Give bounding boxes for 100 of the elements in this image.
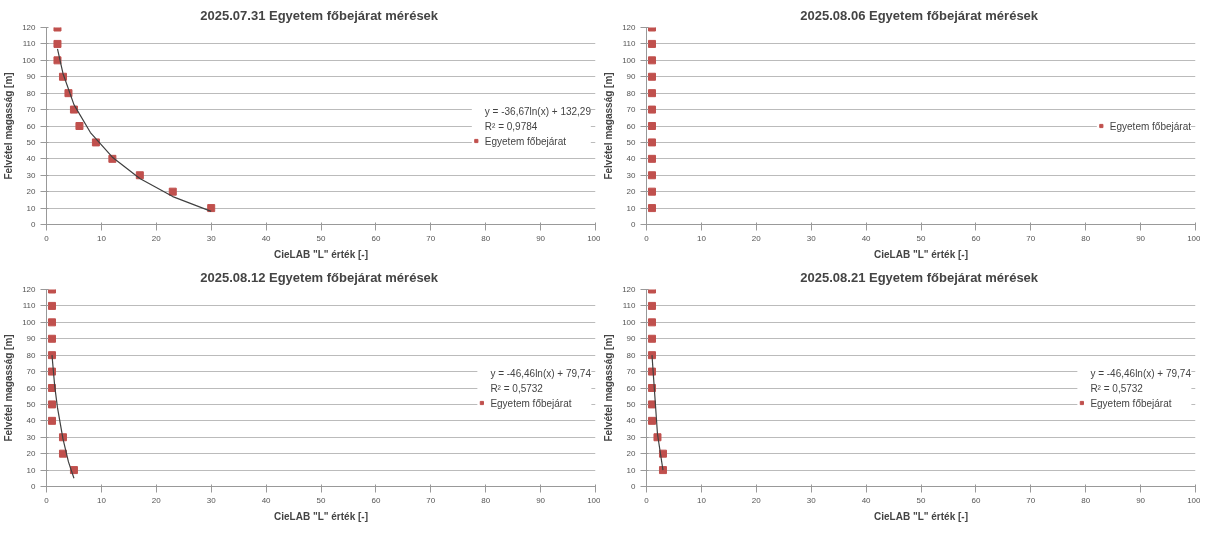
point (647, 56, 656, 65)
y-tick-label: 80 (26, 350, 37, 360)
y-tick-label: 10 (626, 465, 637, 475)
x-tick-label: 80 (481, 495, 491, 505)
y-tick-label: 40 (626, 416, 637, 426)
y-tick-label: 90 (26, 72, 37, 82)
point (647, 187, 656, 196)
legend-label: Egyetem főbejárat (1109, 120, 1191, 131)
y-tick-label: 10 (626, 203, 637, 213)
x-tick-label: 50 (916, 233, 926, 243)
x-tick-label: 50 (916, 495, 926, 505)
point (91, 138, 100, 147)
x-tick-label: 20 (751, 233, 762, 243)
annotation: R² = 0,9784 (484, 120, 538, 131)
chart-title: 2025.08.06 Egyetem főbejárat mérések (800, 7, 1039, 23)
y-tick-label: 70 (26, 105, 37, 115)
y-tick-label: 90 (626, 72, 637, 82)
x-tick-label: 30 (806, 233, 817, 243)
y-tick-label: 60 (626, 383, 637, 393)
y-tick-label: 50 (26, 137, 37, 147)
chart-title: 2025.08.21 Egyetem főbejárat mérések (800, 269, 1039, 285)
y-tick-label: 70 (26, 367, 37, 377)
y-tick-label: 30 (26, 432, 37, 442)
x-tick-label: 20 (151, 233, 162, 243)
x-tick-label: 100 (1187, 495, 1202, 505)
y-tick-label: 80 (626, 350, 637, 360)
x-tick-label: 70 (426, 495, 436, 505)
point (647, 72, 656, 81)
x-tick-label: 40 (261, 233, 272, 243)
y-tick-label: 120 (22, 23, 37, 32)
x-tick-label: 90 (1136, 233, 1146, 243)
x-tick-label: 0 (44, 495, 50, 505)
x-tick-label: 60 (371, 495, 381, 505)
y-axis-title: Felvétel magasság [m] (603, 72, 615, 180)
x-tick-label: 100 (587, 233, 602, 243)
point (647, 122, 656, 130)
y-tick-label: 40 (26, 416, 37, 426)
y-tick-label: 50 (26, 399, 37, 409)
x-tick-label: 80 (1081, 495, 1091, 505)
y-tick-label: 30 (626, 432, 637, 442)
y-tick-label: 80 (626, 88, 637, 98)
y-tick-label: 110 (22, 39, 37, 49)
y-tick-label: 90 (26, 334, 37, 344)
y-tick-label: 40 (626, 154, 637, 164)
point (647, 301, 656, 310)
y-tick-label: 20 (26, 187, 37, 197)
annotation: R² = 0,5732 (1090, 382, 1143, 393)
y-tick-label: 70 (626, 105, 637, 115)
y-tick-label: 100 (622, 317, 637, 327)
y-tick-label: 60 (626, 121, 637, 131)
y-tick-label: 90 (626, 334, 637, 344)
x-tick-label: 50 (316, 233, 326, 243)
x-tick-label: 60 (971, 495, 981, 505)
y-tick-label: 110 (22, 301, 37, 311)
y-axis-title: Felvétel magasság [m] (3, 72, 15, 180)
y-tick-label: 60 (26, 121, 37, 131)
x-tick-label: 80 (481, 233, 491, 243)
y-tick-label: 0 (631, 482, 637, 491)
point (207, 204, 216, 213)
x-tick-label: 100 (587, 495, 602, 505)
point (647, 154, 656, 163)
y-tick-label: 0 (631, 220, 637, 229)
x-tick-label: 100 (1187, 233, 1202, 243)
x-tick-label: 40 (861, 233, 872, 243)
x-axis-title: CieLAB "L" érték [-] (874, 248, 968, 260)
legend-label: Egyetem főbejárat (484, 135, 566, 146)
x-tick-label: 60 (971, 233, 981, 243)
point (47, 301, 56, 310)
chart-title: 2025.07.31 Egyetem főbejárat mérések (200, 7, 439, 23)
x-tick-label: 0 (644, 233, 650, 243)
y-tick-label: 100 (22, 317, 37, 327)
y-tick-label: 30 (626, 170, 637, 180)
y-tick-label: 50 (626, 137, 637, 147)
y-tick-label: 80 (26, 88, 37, 98)
point (647, 105, 656, 114)
annotation: y = -46,46ln(x) + 79,74 (1090, 367, 1191, 378)
y-tick-label: 110 (622, 301, 637, 311)
x-tick-label: 40 (261, 495, 272, 505)
x-tick-label: 0 (644, 495, 650, 505)
point (647, 204, 656, 213)
x-axis-title: CieLAB "L" érték [-] (274, 510, 368, 522)
point (47, 334, 56, 343)
x-tick-label: 10 (96, 495, 107, 505)
x-tick-label: 30 (206, 495, 217, 505)
annotation: y = -36,67ln(x) + 132,29 (484, 105, 591, 116)
y-tick-label: 120 (622, 23, 637, 32)
point (47, 400, 56, 409)
y-tick-label: 10 (26, 203, 37, 213)
point (647, 400, 656, 409)
y-tick-label: 100 (622, 55, 637, 65)
point (75, 122, 84, 130)
y-axis-title: Felvétel magasság [m] (603, 334, 615, 442)
point (658, 466, 667, 475)
point (647, 138, 656, 147)
x-tick-label: 10 (96, 233, 107, 243)
y-tick-label: 10 (26, 465, 37, 475)
y-tick-label: 120 (622, 285, 637, 294)
annotation: y = -46,46ln(x) + 79,74 (490, 367, 591, 378)
legend-label: Egyetem főbejárat (1090, 397, 1172, 408)
y-tick-label: 0 (31, 482, 37, 491)
